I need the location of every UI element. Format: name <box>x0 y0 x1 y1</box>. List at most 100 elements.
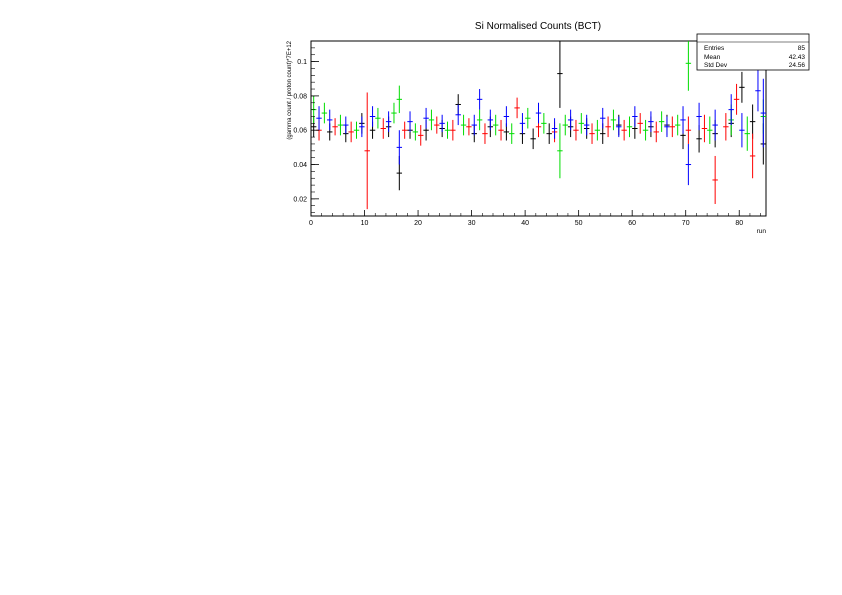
data-point <box>696 102 702 131</box>
data-point <box>632 106 638 127</box>
data-point <box>578 113 585 134</box>
data-point <box>503 106 510 127</box>
data-point <box>616 116 622 138</box>
stats-box: Entries 85 Mean 42.43 Std Dev 24.56 <box>696 33 810 71</box>
x-tick-label: 30 <box>468 220 476 227</box>
data-point <box>658 111 665 132</box>
data-point <box>605 116 611 138</box>
data-point <box>674 114 681 136</box>
data-point <box>610 109 617 131</box>
stats-entries-value: 85 <box>798 45 806 52</box>
data-point <box>755 70 761 112</box>
data-point <box>332 118 338 136</box>
x-tick-label: 10 <box>361 220 369 227</box>
data-point <box>642 119 649 141</box>
data-point <box>428 109 435 131</box>
data-point <box>685 116 692 144</box>
data-point <box>525 107 531 129</box>
data-point <box>487 109 494 131</box>
data-point <box>385 111 392 132</box>
data-point <box>343 116 349 134</box>
data-point <box>744 116 750 151</box>
stats-box-frame <box>696 33 810 71</box>
data-point <box>444 121 451 139</box>
data-point <box>391 102 397 124</box>
data-point <box>562 114 568 136</box>
data-point <box>369 106 376 127</box>
data-point <box>653 121 659 143</box>
data-point <box>669 116 676 138</box>
x-tick-label: 70 <box>682 220 690 227</box>
data-point <box>455 104 461 126</box>
data-point <box>412 123 419 141</box>
plot-frame <box>310 40 767 217</box>
data-point <box>364 92 370 210</box>
y-tick-label: 0.02 <box>293 196 307 203</box>
data-point <box>573 119 579 141</box>
x-axis-label: run <box>757 228 767 235</box>
data-point <box>749 133 756 179</box>
data-point <box>567 109 574 131</box>
data-point <box>760 78 767 148</box>
data-point <box>375 107 381 129</box>
data-point <box>648 111 654 132</box>
data-point <box>509 123 515 144</box>
data-point <box>476 89 483 110</box>
data-point <box>466 118 472 136</box>
x-tick-label: 0 <box>309 220 313 227</box>
data-point <box>439 114 445 132</box>
data-point <box>359 116 365 138</box>
stats-stddev-label: Std Dev <box>704 62 728 69</box>
data-point <box>396 85 403 114</box>
data-point <box>401 121 408 139</box>
x-tick-label: 20 <box>414 220 422 227</box>
data-point <box>594 119 601 141</box>
y-tick-label: 0.08 <box>293 93 307 100</box>
data-point <box>348 121 354 143</box>
data-point <box>482 123 488 144</box>
data-point <box>492 114 499 136</box>
x-tick-label: 60 <box>628 220 636 227</box>
data-point <box>557 123 563 179</box>
data-point <box>519 113 526 134</box>
data-point <box>541 113 547 134</box>
data-point <box>476 109 483 131</box>
stats-mean-value: 42.43 <box>789 54 806 61</box>
data-point <box>407 111 413 132</box>
data-point <box>583 114 590 136</box>
data-point <box>733 83 740 115</box>
data-point <box>380 118 386 139</box>
data-point <box>434 116 440 134</box>
data-point <box>337 114 344 136</box>
x-axis-ticks: 0 10 20 30 40 50 60 70 80 <box>309 210 761 227</box>
data-point <box>535 102 542 124</box>
data-point <box>712 155 718 204</box>
stats-stddev-value: 24.56 <box>789 62 806 69</box>
data-point <box>685 41 692 91</box>
data-point <box>471 114 477 136</box>
data-point <box>749 104 756 139</box>
data-point <box>739 113 745 148</box>
data-point <box>701 114 708 143</box>
data-point <box>321 102 328 124</box>
data-point <box>316 106 322 131</box>
data-point <box>707 116 713 144</box>
data-point <box>637 113 643 134</box>
data-point <box>530 128 536 150</box>
data-point <box>621 119 627 141</box>
data-point <box>396 130 403 165</box>
data-point <box>680 106 686 134</box>
data-point <box>546 123 552 144</box>
chart-title: Si Normalised Counts (BCT) <box>475 21 601 32</box>
data-point <box>723 113 729 141</box>
data-point <box>626 116 633 138</box>
data-point <box>418 125 424 146</box>
data-point <box>450 119 456 141</box>
x-tick-label: 50 <box>575 220 583 227</box>
y-tick-label: 0.04 <box>293 162 307 169</box>
data-point <box>589 123 595 144</box>
data-point <box>664 116 670 138</box>
data-point <box>551 118 558 139</box>
data-marks <box>310 41 767 210</box>
